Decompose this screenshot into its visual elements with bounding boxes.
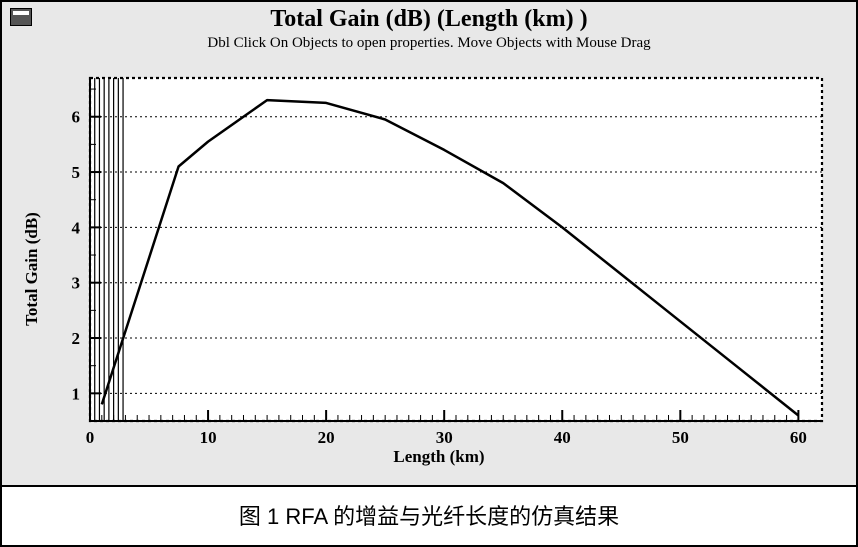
svg-text:5: 5 (72, 163, 81, 182)
svg-text:20: 20 (318, 428, 335, 447)
x-axis-label: Length (km) (393, 447, 484, 467)
svg-text:1: 1 (72, 384, 81, 403)
svg-text:50: 50 (672, 428, 689, 447)
figure-caption: 图 1 RFA 的增益与光纤长度的仿真结果 (2, 487, 856, 545)
svg-text:30: 30 (436, 428, 453, 447)
svg-text:2: 2 (72, 329, 81, 348)
chart-area[interactable]: Total Gain (dB) 0102030405060123456 Leng… (42, 72, 836, 465)
figure-frame: Total Gain (dB) (Length (km) ) Dbl Click… (0, 0, 858, 547)
chart-subtitle: Dbl Click On Objects to open properties.… (2, 35, 856, 52)
svg-text:40: 40 (554, 428, 571, 447)
svg-text:0: 0 (86, 428, 95, 447)
svg-text:60: 60 (790, 428, 807, 447)
y-axis-label: Total Gain (dB) (22, 212, 42, 326)
svg-text:6: 6 (72, 108, 81, 127)
chart-window: Total Gain (dB) (Length (km) ) Dbl Click… (2, 2, 856, 487)
chart-title: Total Gain (dB) (Length (km) ) (2, 2, 856, 33)
svg-text:3: 3 (72, 274, 81, 293)
window-icon (10, 8, 32, 26)
svg-text:4: 4 (72, 218, 81, 237)
line-chart[interactable]: 0 10 20 30 40 50 60 1 2 3 4 5 6 (42, 72, 836, 465)
svg-text:10: 10 (200, 428, 217, 447)
